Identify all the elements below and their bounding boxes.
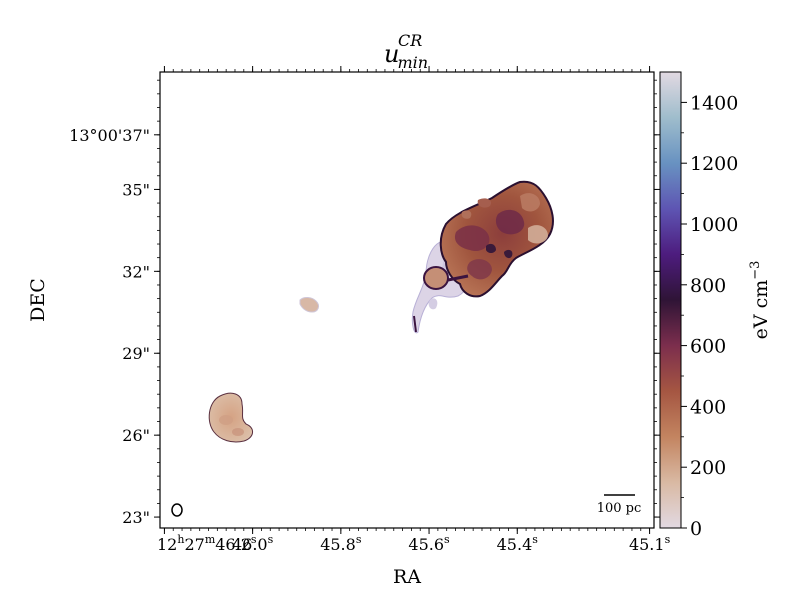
small-clump — [299, 297, 320, 313]
southwest-clump — [208, 392, 253, 443]
colorbar-label: eV cm−3 — [748, 261, 772, 340]
title-sup: CR — [398, 31, 422, 50]
y-ticks: 13°00'37" 35" 32" 29" 26" 23" — [69, 79, 660, 527]
x-tick-label: 45.4s — [497, 533, 539, 554]
chart-title: umin CR — [384, 31, 428, 72]
rim-clump — [413, 266, 469, 333]
colorbar-unit: eV cm — [750, 280, 772, 340]
scale-bar-label: 100 pc — [597, 501, 642, 516]
x-tick-label: 12h27m46.2s — [157, 533, 257, 554]
y-tick-label: 13°00'37" — [69, 126, 150, 145]
title-main: u — [384, 40, 399, 68]
y-axis-label: DEC — [27, 278, 49, 322]
colorbar-tick-label: 0 — [690, 518, 702, 540]
scale-bar: 100 pc — [597, 494, 642, 516]
colorbar: 0 200 400 600 800 1000 1200 1400 eV cm−3 — [659, 71, 772, 540]
plot-frame — [159, 71, 655, 529]
x-tick-label: 46.0s — [232, 533, 274, 554]
x-tick-label: 45.1s — [629, 533, 671, 554]
y-tick-label: 23" — [122, 508, 150, 527]
beam-ellipse — [171, 503, 183, 517]
colorbar-fill — [659, 71, 682, 529]
colorbar-tick-label: 200 — [690, 457, 726, 479]
colorbar-tick-label: 800 — [690, 275, 726, 297]
colorbar-tick-label: 1200 — [690, 153, 738, 175]
colorbar-tick-label: 1400 — [690, 92, 738, 114]
x-tick-label: 45.6s — [408, 533, 450, 554]
colorbar-tick-label: 400 — [690, 396, 726, 418]
title-sub: min — [397, 53, 428, 72]
colorbar-ticks: 0 200 400 600 800 1000 1200 1400 — [681, 92, 738, 540]
y-tick-label: 35" — [122, 180, 150, 199]
colorbar-tick-label: 1000 — [690, 214, 738, 236]
y-tick-label: 32" — [122, 262, 150, 281]
x-axis-label: RA — [393, 566, 421, 588]
y-tick-label: 29" — [122, 344, 150, 363]
x-tick-label: 45.8s — [320, 533, 362, 554]
colorbar-tick-label: 600 — [690, 336, 726, 358]
colorbar-unit-exp: −3 — [748, 261, 763, 280]
y-tick-label: 26" — [122, 426, 150, 445]
